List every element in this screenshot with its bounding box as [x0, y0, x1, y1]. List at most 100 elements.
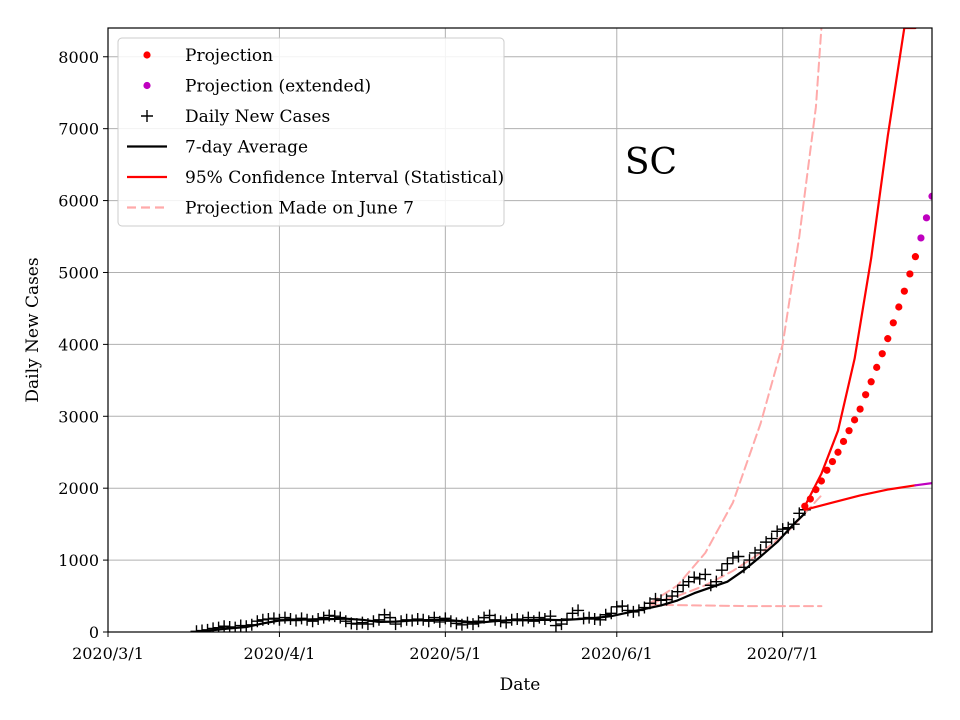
series-line	[649, 28, 823, 605]
data-point	[721, 557, 734, 570]
data-point	[466, 618, 479, 631]
legend-entry: Projection	[143, 46, 273, 66]
data-point	[339, 615, 352, 628]
data-point	[732, 550, 745, 563]
legend-marker	[143, 51, 151, 59]
legend-entry: Daily New Cases	[141, 107, 330, 127]
y-tick-label: 3000	[58, 407, 99, 426]
data-point	[218, 620, 231, 632]
data-point	[533, 611, 546, 624]
data-point	[328, 610, 341, 623]
data-point	[500, 616, 513, 629]
data-point	[845, 427, 853, 435]
series-projection-extended	[917, 124, 952, 242]
data-point	[649, 592, 662, 605]
data-point	[317, 611, 330, 624]
data-point	[372, 613, 385, 626]
data-point	[688, 571, 701, 584]
data-point	[895, 303, 903, 311]
series-line	[195, 512, 806, 632]
data-point	[834, 448, 842, 456]
data-point	[715, 564, 728, 577]
series-line	[914, 482, 932, 487]
data-point	[450, 617, 463, 630]
data-point	[862, 391, 870, 399]
data-point	[306, 615, 319, 628]
data-point	[906, 270, 914, 278]
legend-label: 7-day Average	[185, 138, 308, 158]
legend-label: Projection	[185, 46, 273, 66]
data-point	[839, 437, 848, 446]
legend-entry: 7-day Average	[127, 138, 308, 158]
data-point	[621, 604, 634, 617]
legend-marker	[143, 81, 151, 90]
data-point	[605, 607, 618, 620]
y-tick-label: 4000	[58, 335, 99, 354]
series-projection	[801, 253, 920, 510]
x-tick-label: 2020/6/1	[581, 644, 653, 663]
data-point	[817, 477, 825, 485]
x-tick-label: 2020/3/1	[72, 644, 144, 663]
state-annotation: SC	[625, 142, 677, 183]
data-point	[389, 618, 402, 631]
x-tick-label: 2020/4/1	[244, 644, 316, 663]
data-point	[378, 608, 391, 621]
y-axis: 0 1000 2000 3000 4000 5000 6000 7000 8000	[58, 48, 108, 642]
series-daily-new-cases	[190, 503, 811, 632]
data-point	[295, 612, 308, 625]
x-tick-label: 2020/5/1	[409, 644, 481, 663]
data-point	[801, 502, 809, 510]
legend-label: Projection Made on June 7	[185, 199, 414, 219]
data-point	[439, 612, 452, 625]
x-tick-label: 2020/7/1	[747, 644, 819, 663]
legend-label: Projection (extended)	[185, 77, 371, 97]
data-point	[873, 363, 881, 371]
y-tick-label: 2000	[58, 479, 99, 498]
data-point	[917, 234, 925, 242]
data-point	[812, 486, 820, 494]
legend-entry: Projection (extended)	[143, 77, 371, 97]
y-tick-label: 1000	[58, 551, 99, 570]
data-point	[726, 551, 739, 564]
data-point	[549, 619, 562, 632]
data-point	[749, 546, 762, 559]
legend-box	[117, 37, 505, 227]
data-point	[928, 192, 932, 200]
axes-frame	[107, 27, 933, 633]
data-point	[934, 171, 941, 178]
data-point	[878, 350, 886, 358]
legend-label: 95% Confidence Interval (Statistical)	[185, 168, 504, 188]
data-point	[900, 287, 908, 295]
series-line	[803, 484, 917, 511]
y-tick-label: 7000	[58, 120, 99, 139]
legend-marker	[141, 110, 153, 122]
data-point	[743, 554, 756, 567]
data-point	[599, 608, 612, 621]
data-point	[867, 378, 875, 386]
data-point	[754, 544, 767, 557]
data-point	[922, 214, 931, 222]
data-point	[489, 613, 502, 626]
series-projection-made-on-june-7-upper	[649, 28, 823, 605]
data-point	[234, 619, 247, 632]
y-tick-label: 0	[89, 623, 99, 642]
data-point	[945, 124, 952, 131]
data-point	[850, 416, 859, 424]
data-point	[356, 616, 369, 629]
legend: Projection Projection (extended) Daily New…	[117, 37, 505, 227]
data-point	[806, 495, 814, 503]
data-point	[671, 585, 684, 598]
data-point	[411, 613, 424, 626]
series-95-confidence-interval-lower	[803, 484, 917, 511]
series-line	[803, 28, 917, 508]
data-point	[856, 405, 864, 413]
series-line	[649, 603, 823, 608]
legend-entry: 95% Confidence Interval (Statistical)	[127, 168, 504, 188]
series-projection-made-on-june-7-low	[649, 603, 823, 608]
data-point	[572, 604, 585, 617]
data-point	[939, 148, 946, 155]
data-point	[911, 253, 920, 261]
legend-entry: Projection Made on June 7	[127, 199, 414, 219]
data-point	[207, 622, 220, 632]
